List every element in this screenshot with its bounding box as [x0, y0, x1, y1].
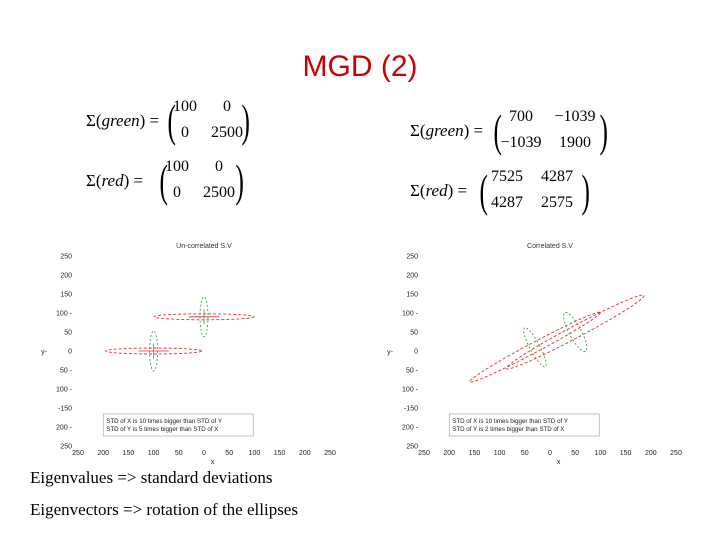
- matrix-cell: 0: [223, 98, 231, 115]
- x-tick-label: 100: [148, 450, 160, 457]
- matrix-label: Σ(green) =: [86, 111, 160, 130]
- red-ellipse: [469, 311, 601, 383]
- matrix-cell: 1900: [559, 134, 591, 151]
- slide-title: MGD (2): [302, 50, 418, 83]
- x-tick-label: 150: [620, 450, 632, 457]
- matrix-cell: 7525: [491, 168, 523, 185]
- y-tick-label: -150: [404, 406, 418, 413]
- y-tick-label: 100 -: [402, 311, 419, 318]
- x-tick-label: 50: [521, 450, 529, 457]
- x-tick-label: 50: [175, 450, 183, 457]
- y-axis-label: y-: [387, 349, 394, 356]
- red-ellipse: [105, 347, 203, 355]
- legend-line: STD of Y is 2 times bigger than STD of X: [452, 426, 564, 433]
- legend-line: STD of Y is 5 times bigger than STD of X: [106, 426, 218, 433]
- y-tick-label: 50: [410, 330, 418, 337]
- plot-title: Un-correlated S.V: [176, 243, 232, 250]
- plot-uncorrelated: Un-correlated S.V 250 200 150 100 - 50 0 50 - 10…: [30, 238, 350, 468]
- green-ellipse: [563, 311, 588, 353]
- y-tick-label: 50 -: [60, 368, 73, 375]
- matrix-cell: 2575: [541, 194, 573, 211]
- x-axis-label: x: [557, 459, 561, 466]
- matrix-cell: 4287: [541, 168, 573, 185]
- matrix-right-green: Σ(green) = ( 700 −1039 −1039 1900 ): [410, 105, 608, 156]
- y-tick-label: 200: [60, 273, 72, 280]
- green-ellipse: [523, 327, 547, 368]
- plot-title: Correlated S.V: [527, 243, 573, 250]
- matrix-label: Σ(red) =: [410, 181, 468, 200]
- y-tick-label: 100 -: [56, 387, 73, 394]
- x-tick-label: 250: [72, 450, 84, 457]
- legend-box: [448, 413, 600, 437]
- x-tick-label: 250: [418, 450, 430, 457]
- y-tick-label: 200 -: [56, 425, 73, 432]
- x-tick-label: 250: [670, 450, 682, 457]
- y-tick-label: 0: [68, 349, 72, 356]
- matrix-cell: 0: [215, 158, 223, 175]
- y-tick-label: 150: [406, 292, 418, 299]
- x-tick-label: 150: [123, 450, 135, 457]
- matrix-cell: 100: [173, 98, 197, 115]
- matrix-cell: 0: [173, 184, 181, 201]
- matrix-cell: 100: [165, 158, 189, 175]
- x-tick-label: 100: [494, 450, 506, 457]
- y-tick-label: 150: [60, 292, 72, 299]
- matrix-cell: 700: [509, 108, 533, 125]
- y-axis-label: y-: [41, 349, 48, 356]
- y-tick-label: 250: [60, 254, 72, 261]
- y-tick-label: 100 -: [56, 311, 73, 318]
- x-tick-label: 100: [249, 450, 261, 457]
- x-tick-label: 50: [225, 450, 233, 457]
- matrix-cell: 2500: [203, 184, 235, 201]
- y-tick-label: 50 -: [406, 368, 419, 375]
- plot-correlated: Correlated S.V 250 200 150 100 - 50 0 50 - 100 -…: [376, 238, 696, 468]
- x-tick-label: 150: [469, 450, 481, 457]
- x-tick-label: 200: [97, 450, 109, 457]
- x-tick-label: 100: [595, 450, 607, 457]
- bottom-line-eigenvalues: Eigenvalues => standard deviations: [30, 468, 273, 487]
- y-tick-label: 250: [60, 444, 72, 451]
- matrix-cell: 0: [181, 124, 189, 141]
- matrix-label: Σ(red) =: [86, 171, 144, 190]
- matrix-cell: −1039: [554, 108, 596, 125]
- y-tick-label: 0: [414, 349, 418, 356]
- matrix-cell: −1039: [500, 134, 542, 151]
- x-tick-label: 0: [202, 450, 206, 457]
- y-tick-label: 250: [406, 444, 418, 451]
- legend-box: [102, 413, 254, 437]
- x-tick-label: 150: [274, 450, 286, 457]
- x-tick-label: 50: [571, 450, 579, 457]
- matrix-cell: 4287: [491, 194, 523, 211]
- bottom-line-eigenvectors: Eigenvectors => rotation of the ellipses: [30, 500, 298, 519]
- x-tick-label: 250: [324, 450, 336, 457]
- matrix-label: Σ(green) =: [410, 121, 484, 140]
- x-tick-label: 200: [299, 450, 311, 457]
- matrix-left-red: Σ(red) = ( 100 0 0 2500 ): [86, 155, 244, 206]
- y-tick-label: -150: [58, 406, 72, 413]
- x-tick-label: 0: [548, 450, 552, 457]
- y-tick-label: 250: [406, 254, 418, 261]
- matrix-right-red: Σ(red) = ( 7525 4287 4287 2575 ): [410, 165, 590, 216]
- matrix-left-green: Σ(green) = ( 100 0 0 2500 ): [86, 96, 266, 152]
- y-tick-label: 200: [406, 273, 418, 280]
- red-ellipse: [505, 294, 645, 370]
- y-tick-label: 50: [64, 330, 72, 337]
- y-tick-label: 200 -: [402, 425, 419, 432]
- legend-line: STD of X is 10 times bigger than STD of …: [452, 418, 568, 425]
- matrix-cell: 2500: [211, 124, 243, 141]
- x-tick-label: 200: [443, 450, 455, 457]
- x-axis-label: x: [211, 459, 215, 466]
- x-tick-label: 200: [645, 450, 657, 457]
- legend-line: STD of X is 10 times bigger than STD of …: [106, 418, 222, 425]
- y-tick-label: 100 -: [402, 387, 419, 394]
